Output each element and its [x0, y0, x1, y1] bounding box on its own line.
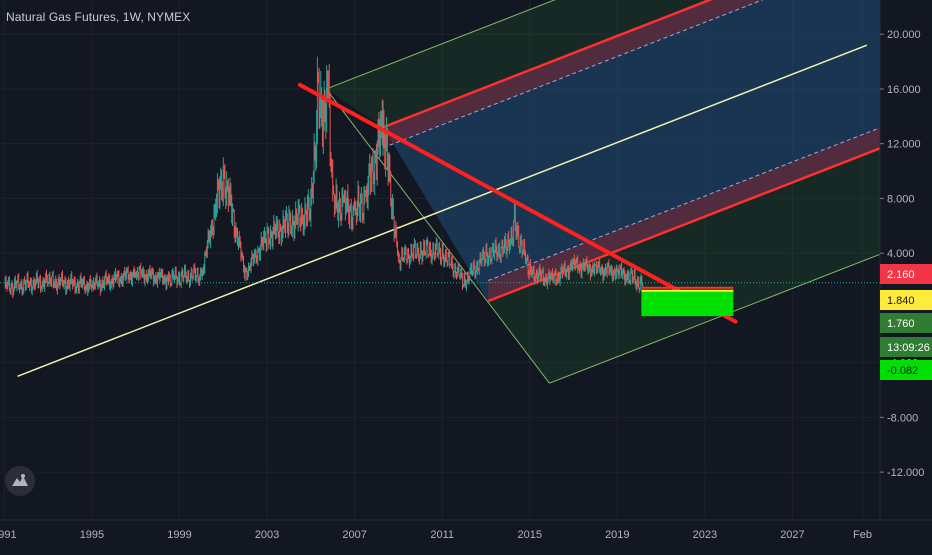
pitchfork-upper-line: [325, 0, 556, 90]
x-tick-label: 1999: [167, 529, 191, 541]
price-label: -0.082: [887, 365, 918, 377]
pitchfork-dashed-lower: [487, 127, 881, 281]
price-label-box: [880, 360, 932, 380]
red-band-lower: [488, 127, 880, 302]
price-label: 1.840: [887, 295, 915, 307]
pitchfork-zone-middle: [383, 0, 880, 302]
y-tick-label: 8.000: [887, 193, 915, 205]
y-tick-label: 20.000: [887, 29, 921, 41]
pitchfork-lower-line: [549, 253, 881, 384]
x-tick-label: 1991: [0, 529, 17, 541]
chart-title: Natural Gas Futures, 1W, NYMEX: [6, 10, 191, 24]
time-axis: [0, 520, 880, 550]
x-tick-label: 2019: [605, 529, 629, 541]
y-tick-label: -8.000: [887, 412, 918, 424]
x-tick-label: 2007: [342, 529, 366, 541]
pitchfork-red-line-upper: [382, 0, 713, 129]
price-label: 1.760: [887, 318, 915, 330]
downtrend-line: [297, 82, 738, 324]
green-target-zone: [641, 291, 734, 317]
price-label: 13:09:26: [887, 342, 930, 354]
pitchfork-zone-lower: [488, 148, 880, 384]
y-tick-label: 16.000: [887, 84, 921, 96]
support-trend-line: [17, 44, 868, 378]
tradingview-logo-icon[interactable]: [5, 466, 35, 496]
price-label-box: [880, 264, 932, 284]
y-tick-label: -12.000: [887, 467, 924, 479]
y-tick-label: 4.000: [887, 248, 915, 260]
pitchfork-handle-line: [325, 88, 550, 384]
x-tick-label: 2011: [430, 529, 454, 541]
x-tick-label: 2015: [518, 529, 542, 541]
x-tick-label: Feb: [853, 529, 872, 541]
x-tick-label: 2023: [693, 529, 717, 541]
price-label-box: [880, 337, 932, 357]
x-tick-label: 2027: [780, 529, 804, 541]
pitchfork-zone-upper: [326, 0, 710, 128]
x-tick-label: 1995: [80, 529, 104, 541]
pitchfork-dashed-upper: [382, 0, 764, 149]
y-tick-label: 12.000: [887, 139, 921, 151]
price-label: 2.160: [887, 269, 915, 281]
price-label-box: [880, 290, 932, 310]
price-label-box: [880, 313, 932, 333]
x-tick-label: 2003: [255, 529, 279, 541]
